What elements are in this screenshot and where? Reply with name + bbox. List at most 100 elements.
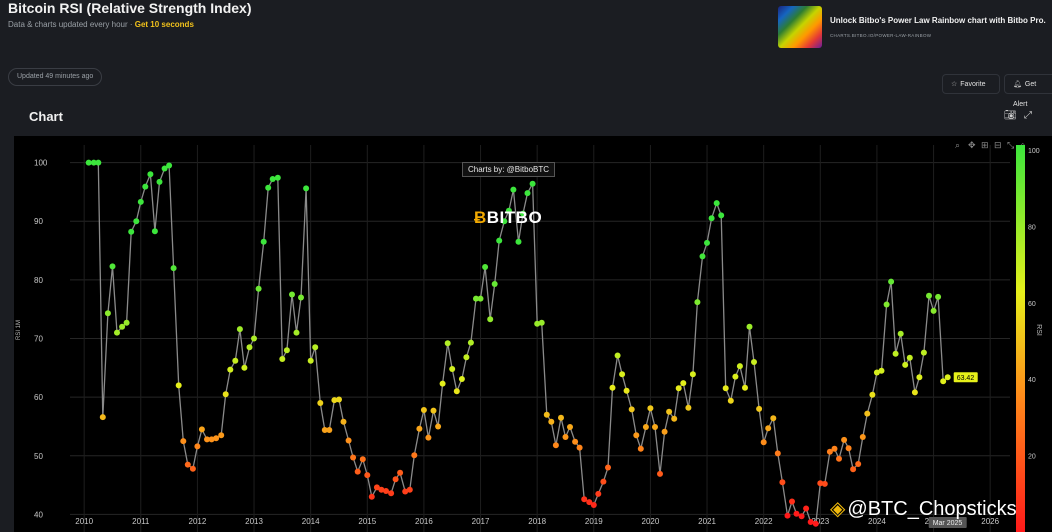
rsi-point [326, 427, 333, 433]
rsi-point [920, 349, 927, 356]
rsi-point [289, 291, 295, 298]
rsi-point [378, 486, 385, 493]
rsi-point [633, 432, 640, 439]
rsi-point [350, 454, 357, 461]
rsi-point [373, 484, 380, 491]
rsi-point [269, 176, 276, 182]
favorite-button[interactable]: ☆ Favorite [942, 74, 1000, 94]
rsi-point [902, 361, 909, 368]
update-frequency-text: Data & charts updated every hour · [8, 20, 133, 29]
rsi-point [317, 400, 324, 406]
rsi-point [161, 165, 168, 172]
favorite-label: Favorite [960, 81, 986, 88]
rsi-point [449, 366, 456, 372]
promo-title: Unlock Bitbo's Power Law Rainbow chart w… [830, 16, 1046, 25]
rsi-point [699, 253, 706, 260]
last-date-label: Mar 2025 [933, 520, 963, 527]
pro-promo-card[interactable]: Unlock Bitbo's Power Law Rainbow chart w… [776, 4, 1052, 50]
rsi-point [595, 490, 602, 497]
rsi-point [826, 448, 833, 455]
last-date-marker: Mar 2025 [928, 517, 967, 528]
autoscale-icon[interactable]: ⤡ [1007, 140, 1014, 150]
rsi-point [487, 316, 494, 323]
rsi-point [463, 354, 470, 361]
rsi-point [841, 436, 848, 443]
colorbar-tick-label: 20 [1028, 454, 1036, 461]
rsi-point [675, 385, 682, 392]
rsi-point [336, 396, 342, 403]
rsi-point [855, 461, 862, 467]
rsi-point [274, 174, 281, 181]
x-tick-label: 2021 [698, 517, 716, 526]
rsi-point [354, 468, 361, 475]
rsi-point [198, 426, 205, 433]
rsi-point [505, 207, 512, 214]
rsi-point [883, 301, 890, 308]
rsi-point [510, 186, 517, 193]
rsi-point [166, 162, 173, 169]
colorbar-label: RSI [1035, 324, 1042, 336]
rsi-point [397, 469, 404, 476]
upgrade-link[interactable]: Get 10 seconds [134, 20, 194, 29]
rsi-point [293, 329, 300, 336]
y-tick-label: 50 [34, 452, 43, 461]
rsi-point [558, 414, 564, 421]
rsi-point [623, 387, 630, 394]
rsi-point [779, 479, 786, 486]
rsi-point [406, 486, 413, 493]
rsi-point [756, 405, 763, 412]
rsi-point [227, 366, 234, 373]
rsi-point [119, 323, 126, 330]
get-alert-button[interactable]: 🔔︎ Get Alert [1004, 74, 1052, 108]
zoom-icon[interactable]: ⌕ [955, 140, 960, 150]
y-tick-label: 40 [34, 510, 43, 519]
expand-icon[interactable]: ⤢ [1024, 110, 1032, 121]
rsi-point [368, 493, 375, 500]
rsi-point [869, 391, 876, 398]
rsi-point [388, 490, 395, 497]
rainbow-chart-thumbnail [778, 6, 822, 48]
x-tick-label: 2022 [755, 517, 773, 526]
rsi-point [784, 512, 791, 519]
zoom-out-icon[interactable]: ⊟ [994, 140, 1002, 150]
rsi-point [184, 461, 191, 468]
x-tick-label: 2023 [811, 517, 829, 526]
rsi-point [722, 385, 729, 392]
rsi-point [114, 329, 120, 336]
rsi-point [260, 238, 267, 245]
rsi-point [123, 319, 130, 326]
social-watermark: ◈ @BTC_Chopsticks [830, 496, 1017, 521]
rsi-point [774, 450, 781, 457]
rsi-point [520, 210, 526, 217]
rsi-point [657, 470, 663, 477]
rsi-point [534, 320, 541, 327]
zoom-in-icon[interactable]: ⊞ [981, 140, 989, 150]
rsi-point [241, 364, 248, 371]
star-icon: ☆ [951, 81, 958, 88]
rsi-point [689, 371, 696, 378]
x-tick-label: 2014 [302, 517, 320, 526]
rsi-point [283, 347, 290, 354]
pan-icon[interactable]: ✥ [968, 140, 976, 150]
rsi-point [538, 319, 545, 326]
rsi-point [246, 344, 253, 351]
rsi-point [930, 307, 937, 314]
x-tick-label: 2010 [75, 517, 93, 526]
rsi-point [940, 378, 947, 385]
rsi-point [562, 434, 569, 440]
rsi-point [864, 410, 871, 417]
rsi-point [99, 414, 106, 421]
rsi-point [576, 444, 583, 451]
rsi-point [742, 384, 748, 391]
rsi-point [204, 436, 210, 443]
camera-icon[interactable]: 📷︎ [1004, 110, 1017, 121]
x-tick-label: 2011 [132, 517, 150, 526]
rsi-point [916, 374, 923, 381]
rsi-point [411, 452, 418, 459]
rsi-point [873, 369, 880, 376]
rsi-point [473, 295, 479, 302]
rsi-point [732, 373, 739, 380]
rsi-point [133, 218, 140, 225]
rsi-point [529, 180, 536, 187]
x-tick-label: 2017 [472, 517, 490, 526]
